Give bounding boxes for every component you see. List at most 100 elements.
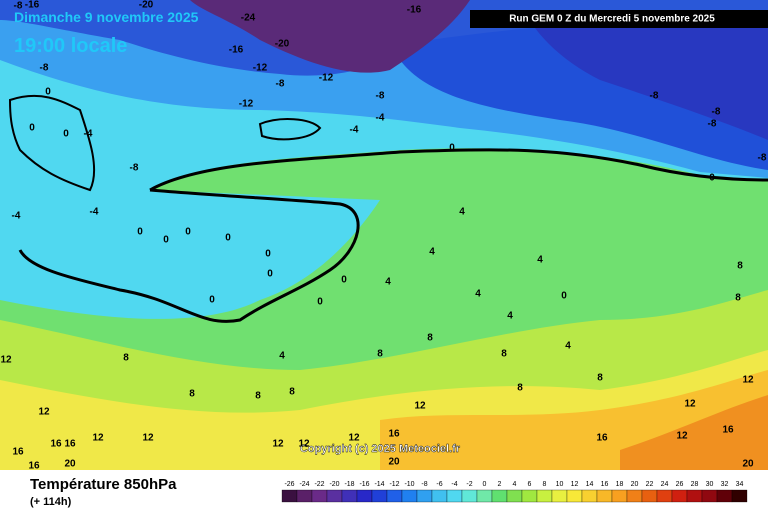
contour-label: 20: [64, 459, 76, 470]
contour-label: 4: [279, 351, 285, 362]
contour-label: 0: [163, 235, 169, 246]
contour-label: 0: [449, 143, 455, 154]
colorbar-tick: 0: [483, 481, 487, 488]
colorbar-tick: 2: [498, 481, 502, 488]
contour-label: 0: [561, 291, 567, 302]
colorbar-swatch: [401, 489, 418, 503]
contour-label: 4: [459, 207, 465, 218]
contour-label: -20: [139, 0, 154, 11]
run-box: [470, 10, 768, 28]
contour-label: 8: [501, 349, 507, 360]
colorbar-tick: -14: [374, 481, 384, 488]
contour-label: 12: [414, 401, 426, 412]
contour-label: -4: [376, 113, 385, 124]
colorbar-tick: 24: [661, 481, 669, 488]
contour-label: 16: [596, 433, 608, 444]
contour-label: -8: [712, 107, 721, 118]
contour-label: 0: [265, 249, 271, 260]
colorbar-tick: -2: [466, 481, 472, 488]
contour-label: -4: [350, 125, 359, 136]
contour-label: 16: [64, 439, 76, 450]
colorbar-swatch: [386, 489, 403, 503]
colorbar-tick: 6: [528, 481, 532, 488]
contour-labels: -8 -16 -20-24-16-20-16-8 -12-8-12-8-12-4-4-…: [0, 0, 766, 472]
contour-label: 16: [12, 447, 24, 458]
colorbar-tick: -4: [451, 481, 457, 488]
contour-label: 12: [0, 355, 12, 366]
contour-label: 16: [722, 425, 734, 436]
contour-label: 16: [50, 439, 62, 450]
colorbar-swatch: [506, 489, 523, 503]
contour-label: 0: [317, 297, 323, 308]
contour-label: -4: [90, 207, 99, 218]
colorbar-swatch: [476, 489, 493, 503]
contour-label: 4: [385, 277, 391, 288]
colorbar-swatch: [626, 489, 643, 503]
contour-label: -24: [241, 13, 256, 24]
colorbar-tick: 26: [676, 481, 684, 488]
contour-label: 0: [63, 129, 69, 140]
colorbar-tick: 22: [646, 481, 654, 488]
colorbar-swatch: [281, 489, 298, 503]
contour-label: 12: [684, 399, 696, 410]
date-title: Dimanche 9 novembre 2025: [14, 9, 199, 25]
contour-label: 4: [565, 341, 571, 352]
contour-label: 12: [742, 375, 754, 386]
contour-label: 16: [28, 461, 40, 472]
contour-label: 0: [137, 227, 143, 238]
colorbar-tick: 14: [586, 481, 594, 488]
contour-label: -20: [275, 39, 290, 50]
colorbar-tick: 12: [571, 481, 579, 488]
cold-region: [520, 0, 768, 140]
colorbar-tick: 18: [616, 481, 624, 488]
colorbar-tick: -10: [404, 481, 414, 488]
contour-label: 0: [709, 173, 715, 184]
contour-label: -16: [407, 5, 422, 16]
colorbar-swatch: [716, 489, 733, 503]
colorbar-swatch: [461, 489, 478, 503]
contour-label: 20: [388, 457, 400, 468]
contour-label: 0: [29, 123, 35, 134]
contour-label: 8: [289, 387, 295, 398]
contour-label: -12: [253, 63, 268, 74]
contour-label: -8: [14, 1, 23, 12]
contour-label: 12: [92, 433, 104, 444]
contour-label: 12: [298, 439, 310, 450]
colorbar-tick: 16: [601, 481, 609, 488]
colorbar-tick: -8: [421, 481, 427, 488]
colorbar-tick: 20: [631, 481, 639, 488]
contour-label: 0: [267, 269, 273, 280]
contour-label: 12: [348, 433, 360, 444]
contour-label: 0: [185, 227, 191, 238]
colorbar-swatch: [686, 489, 703, 503]
contour-label: 8: [517, 383, 523, 394]
contour-label: 12: [38, 407, 50, 418]
colorbar-tick: -6: [436, 481, 442, 488]
contour-label: 8: [377, 349, 383, 360]
contour-label: 8: [189, 389, 195, 400]
colorbar-swatch: [671, 489, 688, 503]
colorbar-swatch: [596, 489, 613, 503]
colorbar-swatch: [416, 489, 433, 503]
colorbar-tick: 28: [691, 481, 699, 488]
contour-label: 4: [429, 247, 435, 258]
contour-label: -8: [758, 153, 767, 164]
contour-label: 8: [123, 353, 129, 364]
contour-label: 16: [388, 429, 400, 440]
time-title: 19:00 locale: [14, 35, 127, 57]
contour-label: 4: [507, 311, 513, 322]
contour-label: 8: [597, 373, 603, 384]
colorbar-swatch: [371, 489, 388, 503]
colorbar-swatch: [326, 489, 343, 503]
contour-label: -8: [376, 91, 385, 102]
contour-label: 12: [272, 439, 284, 450]
contour-label: -8: [708, 119, 717, 130]
contour-label: 8: [255, 391, 261, 402]
contour-label: 12: [142, 433, 154, 444]
contour-label: -4: [12, 211, 21, 222]
colorbar-swatch: [611, 489, 628, 503]
colorbar: -26 -24 -22 -20 -18 -16 -14 -12 -10 -8 -6 -4 -2 0 2 4 6 8…: [281, 481, 748, 503]
contour-label: 0: [45, 87, 51, 98]
contour-label: 0: [209, 295, 215, 306]
colorbar-swatch: [566, 489, 583, 503]
